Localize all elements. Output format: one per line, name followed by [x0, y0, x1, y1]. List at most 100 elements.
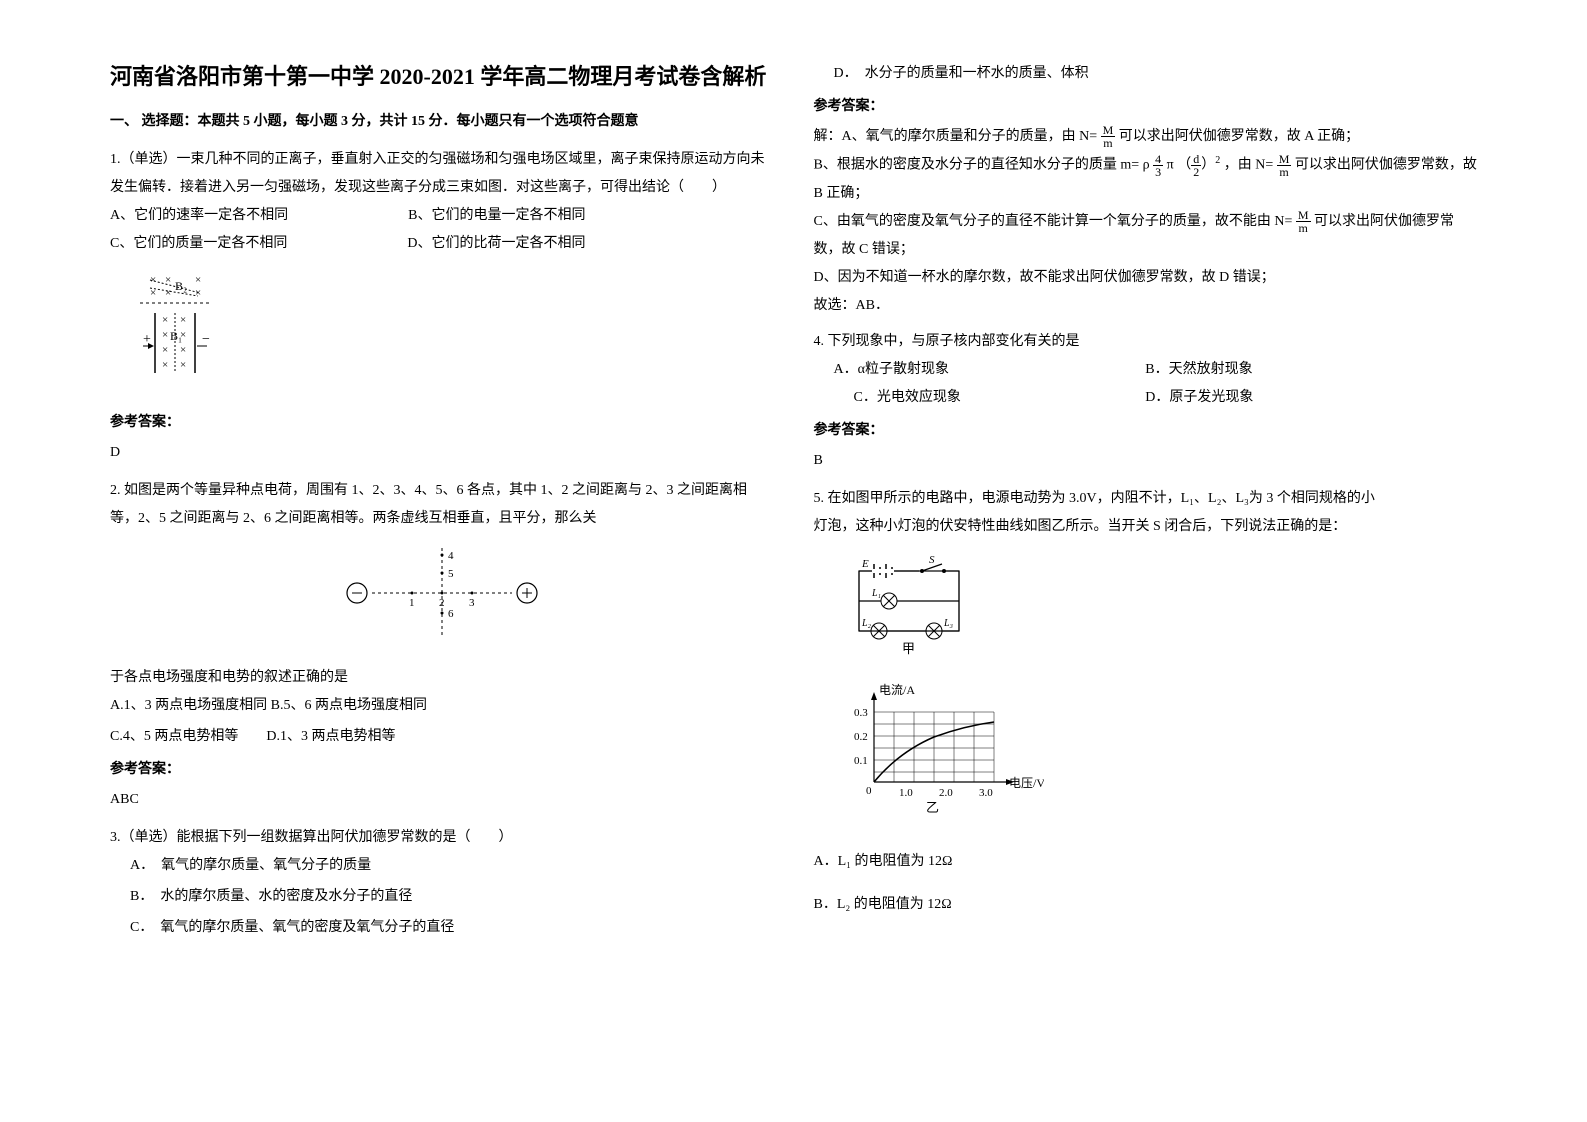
q4-optC: C．光电效应现象 — [814, 384, 1146, 412]
q1-options-row2: C、它们的质量一定各不相同 D、它们的比荷一定各不相同 — [110, 230, 774, 258]
svg-text:E: E — [861, 558, 869, 570]
svg-text:−: − — [202, 332, 210, 347]
svg-text:×: × — [180, 359, 186, 371]
question-4: 4. 下列现象中，与原子核内部变化有关的是 A．α粒子散射现象 B．天然放射现象… — [814, 328, 1478, 475]
frac-Mm-1: Mm — [1101, 124, 1116, 149]
svg-text:L₁: L₁ — [871, 588, 881, 599]
svg-text:2.0: 2.0 — [939, 787, 953, 799]
q1-optA: A、它们的速率一定各不相同 — [110, 202, 288, 230]
q5-text1: 5. 在如图甲所示的电路中，电源电动势为 3.0V，内阻不计，L₁、L₂、L₃为… — [814, 485, 1478, 513]
svg-text:×: × — [180, 344, 186, 356]
q2-text: 2. 如图是两个等量异种点电荷，周围有 1、2、3、4、5、6 各点，其中 1、… — [110, 477, 774, 533]
q5-graph-diagram: 电流/A 0.3 0.2 0.1 0 1.0 2.0 3.0 电压/V — [844, 682, 1478, 833]
paper-title: 河南省洛阳市第十第一中学 2020-2021 学年高二物理月考试卷含解析 — [110, 60, 774, 93]
svg-text:B₁: B₁ — [170, 329, 182, 343]
q3-text: 3.（单选）能根据下列一组数据算出阿伏加德罗常数的是（ ） — [110, 824, 774, 852]
svg-text:0.3: 0.3 — [854, 707, 868, 719]
svg-text:S: S — [929, 556, 935, 566]
q5-optA: A．L₁ 的电阻值为 12Ω — [814, 848, 1478, 876]
question-3: 3.（单选）能根据下列一组数据算出阿伏加德罗常数的是（ ） A． 氧气的摩尔质量… — [110, 824, 774, 942]
q2-optCD: C.4、5 两点电势相等 D.1、3 两点电势相等 — [110, 723, 774, 751]
q3-solD: D、因为不知道一杯水的摩尔数，故不能求出阿伏伽德罗常数，故 D 错误； — [814, 264, 1478, 292]
q3-optD: D． 水分子的质量和一杯水的质量、体积 — [814, 60, 1478, 88]
svg-text:×: × — [180, 314, 186, 326]
frac-d2: d2 — [1191, 153, 1201, 178]
right-column: D． 水分子的质量和一杯水的质量、体积 参考答案： 解：A、氧气的摩尔质量和分子… — [794, 60, 1498, 1062]
q4-optA: A．α粒子散射现象 — [814, 356, 1146, 384]
svg-text:电压/V: 电压/V — [1009, 776, 1044, 790]
q3-optC: C． 氧气的摩尔质量、氧气的密度及氧气分子的直径 — [110, 914, 774, 942]
q1-diagram: × × × × × × B₂ × × × × × × × × — [140, 268, 774, 399]
q3-solA: 解：A、氧气的摩尔质量和分子的质量，由 N= Mm 可以求出阿伏伽德罗常数，故 … — [814, 123, 1478, 151]
svg-text:+: + — [143, 332, 151, 347]
q2-diagram: 1 2 3 4 5 6 — [110, 543, 774, 654]
svg-text:0.2: 0.2 — [854, 731, 868, 743]
q3-optB: B． 水的摩尔质量、水的密度及水分子的直径 — [110, 883, 774, 911]
svg-text:2: 2 — [439, 597, 445, 609]
q3-answer-label: 参考答案： — [814, 93, 1478, 121]
q1-text: 1.（单选）一束几种不同的正离子，垂直射入正交的匀强磁场和匀强电场区域里，离子束… — [110, 146, 774, 202]
q1-optC: C、它们的质量一定各不相同 — [110, 230, 287, 258]
q3-solC: C、由氧气的密度及氧气分子的直径不能计算一个氧分子的质量，故不能由 N= Mm … — [814, 208, 1478, 264]
q5-text2: 灯泡，这种小灯泡的伏安特性曲线如图乙所示。当开关 S 闭合后，下列说法正确的是： — [814, 513, 1478, 541]
q3-solFinal: 故选：AB． — [814, 292, 1478, 320]
q4-options: A．α粒子散射现象 B．天然放射现象 C．光电效应现象 D．原子发光现象 — [814, 356, 1478, 412]
q4-answer: B — [814, 447, 1478, 475]
q1-options-row1: A、它们的速率一定各不相同 B、它们的电量一定各不相同 — [110, 202, 774, 230]
q3-solB-mid: ，由 N= — [1224, 158, 1274, 173]
rho: ρ — [1143, 158, 1150, 173]
svg-text:×: × — [165, 287, 171, 299]
q3-solB-pre: B、根据水的密度及水分子的直径知水分子的质量 m= — [814, 158, 1140, 173]
svg-text:5: 5 — [448, 568, 454, 580]
lparen: （ — [1177, 158, 1191, 173]
svg-text:电流/A: 电流/A — [879, 683, 915, 697]
svg-text:1.0: 1.0 — [899, 787, 913, 799]
q1-answer: D — [110, 439, 774, 467]
q2-optAB: A.1、3 两点电场强度相同 B.5、6 两点电场强度相同 — [110, 692, 774, 720]
frac-43: 43 — [1153, 153, 1163, 178]
q1-answer-label: 参考答案： — [110, 409, 774, 437]
rparen: ） — [1201, 158, 1215, 173]
left-column: 河南省洛阳市第十第一中学 2020-2021 学年高二物理月考试卷含解析 一、 … — [90, 60, 794, 1062]
q4-text: 4. 下列现象中，与原子核内部变化有关的是 — [814, 328, 1478, 356]
q2-text2: 于各点电场强度和电势的叙述正确的是 — [110, 664, 774, 692]
svg-text:×: × — [162, 359, 168, 371]
svg-text:×: × — [162, 329, 168, 341]
svg-text:×: × — [195, 274, 201, 286]
question-5: 5. 在如图甲所示的电路中，电源电动势为 3.0V，内阻不计，L₁、L₂、L₃为… — [814, 485, 1478, 919]
q4-answer-label: 参考答案： — [814, 417, 1478, 445]
q3-solA-pre: 解：A、氧气的摩尔质量和分子的质量，由 N= — [814, 129, 1098, 144]
section1-header: 一、 选择题：本题共 5 小题，每小题 3 分，共计 15 分．每小题只有一个选… — [110, 108, 774, 136]
svg-text:L₂: L₂ — [861, 618, 872, 629]
q1-optB: B、它们的电量一定各不相同 — [408, 202, 585, 230]
q2-answer: ABC — [110, 786, 774, 814]
q5-optB: B．L₂ 的电阻值为 12Ω — [814, 891, 1478, 919]
svg-text:0: 0 — [866, 785, 872, 797]
q3-solC-pre: C、由氧气的密度及氧气分子的直径不能计算一个氧分子的质量，故不能由 N= — [814, 214, 1293, 229]
question-2: 2. 如图是两个等量异种点电荷，周围有 1、2、3、4、5、6 各点，其中 1、… — [110, 477, 774, 814]
svg-text:×: × — [162, 314, 168, 326]
pi: π — [1167, 158, 1174, 173]
svg-text:4: 4 — [448, 550, 454, 562]
q4-optB: B．天然放射现象 — [1145, 356, 1477, 384]
svg-text:×: × — [162, 344, 168, 356]
q3-optA: A． 氧气的摩尔质量、氧气分子的质量 — [110, 852, 774, 880]
q2-answer-label: 参考答案： — [110, 756, 774, 784]
svg-text:1: 1 — [409, 597, 415, 609]
svg-text:B₂: B₂ — [175, 279, 187, 293]
q4-optD: D．原子发光现象 — [1145, 384, 1477, 412]
frac-Mm-2: Mm — [1277, 153, 1292, 178]
sq: 2 — [1215, 155, 1220, 166]
svg-text:乙: 乙 — [926, 800, 939, 815]
q5-circuit-diagram: E S L₁ L₂ L₃ — [844, 556, 1478, 667]
svg-text:3: 3 — [469, 597, 475, 609]
svg-text:甲: 甲 — [902, 641, 915, 656]
svg-text:3.0: 3.0 — [979, 787, 993, 799]
question-1: 1.（单选）一束几种不同的正离子，垂直射入正交的匀强磁场和匀强电场区域里，离子束… — [110, 146, 774, 467]
svg-text:0.1: 0.1 — [854, 755, 868, 767]
frac-Mm-3: Mm — [1296, 209, 1311, 234]
q3-solA-post: 可以求出阿伏伽德罗常数，故 A 正确； — [1119, 129, 1359, 144]
svg-text:L₃: L₃ — [943, 618, 954, 629]
q1-optD: D、它们的比荷一定各不相同 — [407, 230, 585, 258]
q3-solB: B、根据水的密度及水分子的直径知水分子的质量 m= ρ 43 π （d2）2 ，… — [814, 151, 1478, 208]
